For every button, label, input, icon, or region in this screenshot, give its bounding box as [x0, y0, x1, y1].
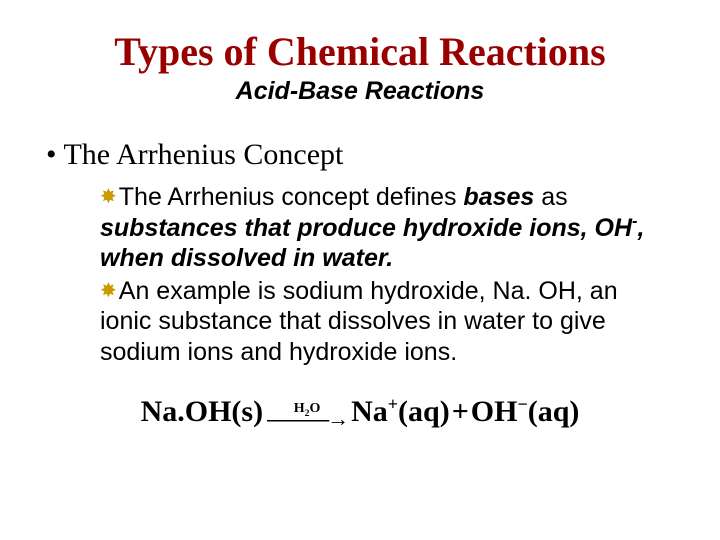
star-icon: ✸	[100, 185, 117, 209]
eq-oh-tail: (aq)	[528, 395, 580, 428]
slide-title: Types of Chemical Reactions	[40, 28, 680, 75]
sub1-lead: The Arrhenius concept defines	[119, 183, 464, 211]
sub2-text: An example is sodium hydroxide, Na. OH, …	[100, 277, 618, 366]
sub1-bases: bases	[463, 183, 534, 211]
eq-rhs-a: Na+(aq)	[351, 395, 450, 429]
slide: Types of Chemical Reactions Acid-Base Re…	[0, 0, 720, 540]
eq-arrow-o: O	[310, 401, 321, 416]
eq-oh: OH	[471, 395, 518, 428]
eq-rhs-b: OH−(aq)	[471, 395, 580, 429]
sub1-rest1: substances that produce hydroxide ions, …	[100, 214, 632, 242]
eq-na-sup: +	[388, 394, 398, 414]
star-icon: ✸	[100, 279, 117, 303]
eq-plus: +	[452, 395, 469, 429]
sub-bullet-list: ✸The Arrhenius concept defines bases as …	[100, 182, 650, 367]
bullet-heading: • The Arrhenius Concept	[46, 138, 680, 172]
sub-bullet-1: ✸The Arrhenius concept defines bases as …	[100, 182, 650, 274]
eq-arrow-h: H	[294, 401, 305, 416]
slide-subtitle: Acid-Base Reactions	[40, 77, 680, 106]
eq-lhs: Na.OH(s)	[141, 395, 264, 429]
eq-arrow-label: H2O	[294, 402, 321, 416]
equation-container: Na.OH(s) H2O ———→ Na+(aq) + OH−(aq)	[40, 395, 680, 429]
sub1-as: as	[534, 183, 567, 211]
eq-na: Na	[351, 395, 388, 428]
chemical-equation: Na.OH(s) H2O ———→ Na+(aq) + OH−(aq)	[141, 395, 580, 429]
sub-bullet-2: ✸An example is sodium hydroxide, Na. OH,…	[100, 276, 650, 368]
eq-oh-sup: −	[517, 394, 527, 414]
eq-na-tail: (aq)	[398, 395, 450, 428]
eq-arrow: H2O ———→	[267, 398, 347, 425]
